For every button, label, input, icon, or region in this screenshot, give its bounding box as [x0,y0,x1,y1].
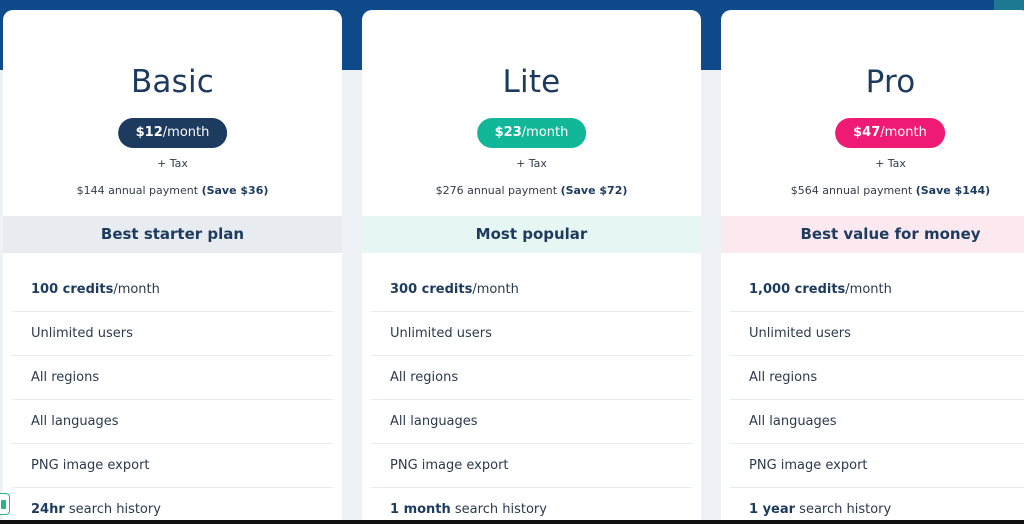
feature-item: Unlimited users [12,312,333,356]
tax-note: + Tax [157,157,188,170]
feature-item: All regions [371,356,692,400]
plan-card-pro: Pro $47/month + Tax $564 annual payment … [721,10,1024,524]
annual-payment-amount: $564 annual payment [790,184,913,197]
annual-payment: $144 annual payment (Save $36) [3,184,342,197]
annual-savings: (Save $144) [915,184,991,197]
price-amount: $47 [853,125,881,140]
plan-name: Basic [130,64,215,100]
feature-item: All regions [730,356,1024,400]
plan-name: Lite [502,64,561,100]
plan-card-lite: Lite $23/month + Tax $276 annual payment… [362,10,701,524]
feature-item: All languages [371,400,692,444]
feature-item: All regions [12,356,333,400]
price-period: /month [521,125,569,140]
price-badge: $47/month [835,118,945,148]
feature-item: Unlimited users [730,312,1024,356]
feature-list: 1,000 credits/month Unlimited users All … [730,268,1024,524]
feature-item: PNG image export [371,444,692,488]
plan-tagline: Most popular [362,216,701,253]
tax-note: + Tax [875,157,906,170]
feature-item: 1 year search history [730,488,1024,524]
price-badge: $12/month [117,118,228,148]
annual-savings: (Save $36) [201,184,269,197]
annual-payment-amount: $276 annual payment [435,184,558,197]
plan-tagline: Best value for money [721,216,1024,253]
feature-item: 1,000 credits/month [730,268,1024,312]
feature-list: 100 credits/month Unlimited users All re… [12,268,333,524]
price-amount: $12 [135,125,163,140]
widget-icon [1,500,6,509]
plan-card-basic: Basic $12/month + Tax $144 annual paymen… [3,10,342,524]
price-badge: $23/month [476,118,587,148]
feature-item: 100 credits/month [12,268,333,312]
annual-savings: (Save $72) [560,184,628,197]
feature-item: Unlimited users [371,312,692,356]
taskbar-edge [0,520,1024,524]
feature-item: PNG image export [12,444,333,488]
feature-item: 1 month search history [371,488,692,524]
tax-note: + Tax [516,157,547,170]
annual-payment: $276 annual payment (Save $72) [362,184,701,197]
plan-name: Pro [865,64,916,100]
plan-tagline: Best starter plan [3,216,342,253]
feature-item: 24hr search history [12,488,333,524]
price-amount: $23 [494,125,522,140]
price-period: /month [162,125,210,140]
annual-payment-amount: $144 annual payment [76,184,199,197]
feature-item: All languages [730,400,1024,444]
feature-item: All languages [12,400,333,444]
feature-item: PNG image export [730,444,1024,488]
annual-payment: $564 annual payment (Save $144) [721,184,1024,197]
price-period: /month [880,125,927,140]
feature-list: 300 credits/month Unlimited users All re… [371,268,692,524]
feature-item: 300 credits/month [371,268,692,312]
feedback-widget-tab[interactable] [0,493,10,515]
